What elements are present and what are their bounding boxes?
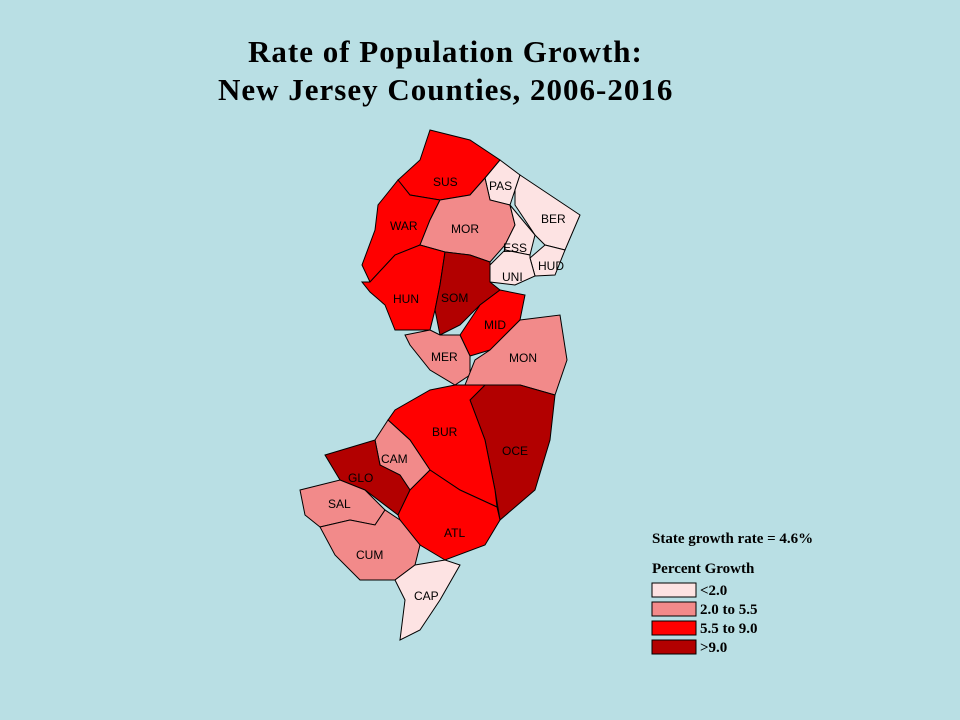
legend-label: >9.0 [700, 640, 727, 656]
county [514, 174, 581, 251]
county-label: ATL [444, 526, 465, 540]
county-label: HUD [538, 259, 564, 273]
county-label: MER [431, 350, 458, 364]
legend-label: 5.5 to 9.0 [700, 621, 758, 637]
legend-title: Percent Growth [652, 561, 755, 577]
county-label: BER [541, 212, 566, 226]
county-label: PAS [489, 179, 512, 193]
county-label: HUN [393, 292, 419, 306]
county [319, 509, 421, 581]
county [529, 244, 566, 277]
state-note: State growth rate = 4.6% [652, 531, 813, 547]
county-label: BUR [432, 425, 458, 439]
legend-swatch [651, 601, 697, 617]
county-label: MON [509, 351, 537, 365]
county [397, 469, 501, 561]
counties: SUS PAS BER WAR MOR ESS HUD UNI HUN SOM MID MER MON O… [299, 129, 581, 641]
county-label: WAR [390, 219, 418, 233]
county-label: SUS [433, 175, 458, 189]
county-label: CAM [381, 452, 408, 466]
legend-swatch [651, 582, 697, 598]
legend-label: <2.0 [700, 583, 727, 599]
legend-swatch [651, 639, 697, 655]
county-label: UNI [502, 270, 523, 284]
county [394, 559, 461, 641]
legend: <2.0 2.0 to 5.5 5.5 to 9.0 >9.0 [651, 582, 758, 656]
title-line: New Jersey Counties, 2006-2016 [218, 72, 673, 107]
county-label: SAL [328, 497, 351, 511]
county-label: MID [484, 318, 506, 332]
county-label: OCE [502, 444, 528, 458]
legend-label: 2.0 to 5.5 [700, 602, 758, 618]
county-label: MOR [451, 222, 479, 236]
county-label: CUM [356, 548, 383, 562]
county [404, 329, 471, 386]
county-label: ESS [503, 241, 527, 255]
county-label: SOM [441, 291, 468, 305]
county-label: CAP [414, 589, 439, 603]
title-line: Rate of Population Growth: [248, 34, 643, 69]
legend-swatch [651, 620, 697, 636]
county-label: GLO [348, 471, 373, 485]
